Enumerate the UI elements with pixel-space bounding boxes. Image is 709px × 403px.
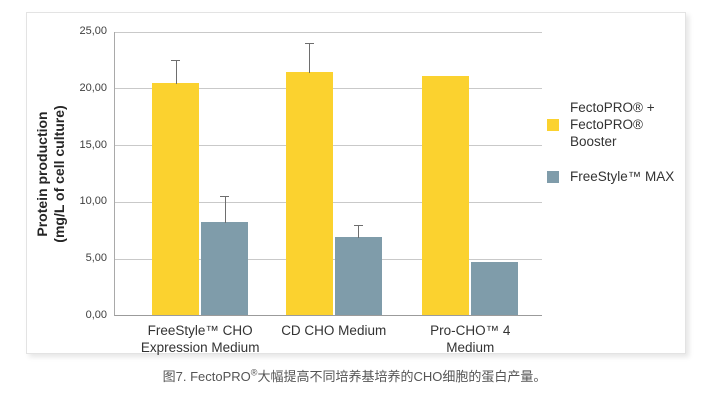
y-tick-label: 5,00 bbox=[85, 252, 107, 265]
x-category-label-line: Expression Medium bbox=[140, 340, 260, 355]
y-tick-label: 20,00 bbox=[79, 81, 107, 94]
error-bar-cap bbox=[171, 60, 181, 62]
error-bar-line bbox=[175, 60, 177, 85]
y-axis-title-line1: Protein production bbox=[34, 111, 50, 237]
legend-swatch-icon bbox=[547, 170, 559, 183]
bar-fectopro bbox=[285, 71, 333, 315]
legend-item: FectoPRO® + FectoPRO® Booster bbox=[547, 99, 685, 150]
error-bar-line bbox=[358, 225, 360, 238]
y-tick-label: 15,00 bbox=[79, 138, 107, 151]
y-tick-label: 10,00 bbox=[79, 195, 107, 208]
error-bar-cap bbox=[220, 195, 230, 197]
figure-caption: 图7. FectoPRO®大幅提高不同培养基培养的CHO细胞的蛋白产量。 bbox=[0, 366, 709, 385]
legend-label-line: FectoPRO® + bbox=[570, 100, 655, 115]
x-category-label-line: Pro-CHO™ 4 bbox=[430, 323, 511, 338]
error-bar-line bbox=[224, 195, 226, 223]
caption-suffix: 大幅提高不同培养基培养的CHO细胞的蛋白产量。 bbox=[257, 369, 547, 384]
x-category-label: FreeStyle™ CHO Expression Medium bbox=[115, 322, 285, 356]
legend-label: FreeStyle™ MAX bbox=[570, 168, 674, 185]
figure-panel: Protein production (mg/L of cell culture… bbox=[26, 12, 686, 355]
error-bar-cap bbox=[304, 43, 314, 45]
bar-fectopro bbox=[422, 76, 470, 315]
plot-area: 0,00 5,00 10,00 15,00 20,00 25,00 FreeStyle™ C… bbox=[79, 25, 542, 355]
bar-freestyle-max bbox=[471, 261, 519, 315]
y-tick-label: 25,00 bbox=[79, 25, 107, 37]
legend-label-line: FreeStyle™ MAX bbox=[570, 169, 675, 184]
legend-swatch-icon bbox=[547, 118, 559, 131]
legend-label-line: FectoPRO® Booster bbox=[570, 117, 643, 149]
bar-fectopro bbox=[152, 83, 200, 315]
x-category-label-line: FreeStyle™ CHO bbox=[147, 323, 253, 338]
error-bar-line bbox=[309, 43, 311, 73]
error-bar bbox=[171, 60, 181, 85]
bar-freestyle-max bbox=[334, 236, 382, 315]
gridline bbox=[115, 31, 542, 33]
error-bar bbox=[220, 195, 230, 223]
y-tick-label: 0,00 bbox=[85, 309, 107, 321]
registered-mark-icon: ® bbox=[250, 367, 258, 378]
error-bar bbox=[304, 43, 314, 73]
error-bar-cap bbox=[353, 225, 363, 227]
legend-label: FectoPRO® + FectoPRO® Booster bbox=[570, 99, 685, 150]
x-category-label: Pro-CHO™ 4 Medium bbox=[385, 322, 555, 356]
caption-prefix: 图7. FectoPRO bbox=[162, 369, 251, 384]
y-axis-title-line2: (mg/L of cell culture) bbox=[51, 105, 67, 243]
error-bar bbox=[353, 225, 363, 238]
legend-item: FreeStyle™ MAX bbox=[547, 168, 674, 185]
bar-freestyle-max bbox=[201, 221, 249, 315]
x-category-label-line: Medium bbox=[446, 340, 495, 355]
x-category-label-line: CD CHO Medium bbox=[281, 323, 387, 338]
x-category-label: CD CHO Medium bbox=[249, 322, 419, 339]
